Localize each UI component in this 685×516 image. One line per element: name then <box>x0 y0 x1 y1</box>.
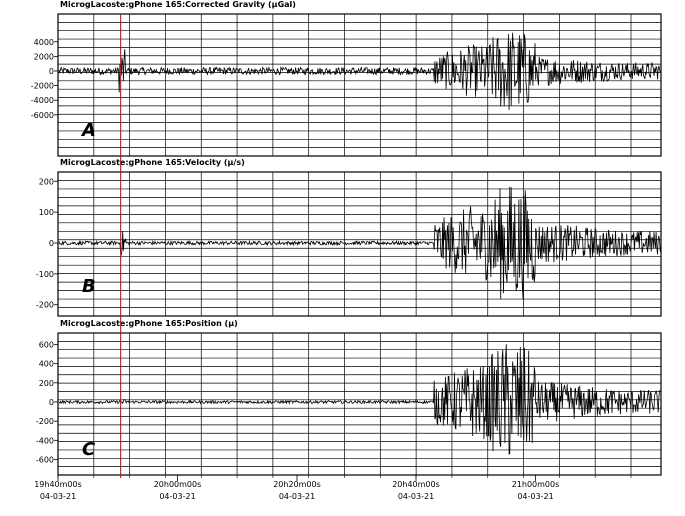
y-tick-label: -6000 <box>31 111 54 120</box>
y-tick-label: -2000 <box>31 82 54 91</box>
x-tick-time-label: 20h40m00s <box>392 480 440 489</box>
y-tick-label: -200 <box>36 417 54 426</box>
y-tick-label: -4000 <box>31 96 54 105</box>
x-tick-date-label: 04-03-21 <box>398 492 434 501</box>
x-axis: 19h40m00s 04-03-21 20h00m00s 04-03-21 20h20m… <box>34 475 632 501</box>
panel-c: MicrogLacoste:gPhone 165:Position (µ) 600… <box>36 319 662 476</box>
panel-a: MicrogLacoste:gPhone 165:Corrected Gravi… <box>31 0 662 157</box>
waveform-series <box>58 186 661 300</box>
x-tick-date-label: 04-03-21 <box>40 492 76 501</box>
panel-title: MicrogLacoste:gPhone 165:Position (µ) <box>60 319 238 328</box>
y-tick-label: -200 <box>36 301 54 310</box>
y-tick-label: 0 <box>49 67 54 76</box>
panel-letter-label: B <box>82 276 96 297</box>
panel-letter-label: C <box>82 439 96 460</box>
y-tick-label: 4000 <box>34 38 54 47</box>
waveform-series <box>58 32 661 110</box>
x-tick-time-label: 21h00m00s <box>512 480 560 489</box>
y-tick-label: 200 <box>39 379 54 388</box>
x-tick-date-label: 04-03-21 <box>517 492 553 501</box>
panel-title: MicrogLacoste:gPhone 165:Corrected Gravi… <box>60 0 296 9</box>
y-tick-label: -400 <box>36 436 54 445</box>
panel-title: MicrogLacoste:gPhone 165:Velocity (µ/s) <box>60 158 245 167</box>
y-tick-label: 2000 <box>34 52 54 61</box>
plot-frame <box>57 332 662 476</box>
y-tick-label: 0 <box>49 239 54 248</box>
panel-b: MicrogLacoste:gPhone 165:Velocity (µ/s) 2… <box>36 158 662 317</box>
x-tick-date-label: 04-03-21 <box>279 492 315 501</box>
y-tick-label: 100 <box>39 208 54 217</box>
x-tick-date-label: 04-03-21 <box>159 492 195 501</box>
x-tick-time-label: 20h00m00s <box>154 480 202 489</box>
y-tick-label: -600 <box>36 456 54 465</box>
y-tick-label: 400 <box>39 360 54 369</box>
x-tick-time-label: 19h40m00s <box>34 480 82 489</box>
y-tick-label: 600 <box>39 341 54 350</box>
y-tick-label: 200 <box>39 177 54 186</box>
panel-letter-label: A <box>80 120 96 141</box>
plot-frame <box>57 13 662 157</box>
y-tick-label: -100 <box>36 270 54 279</box>
x-tick-time-label: 20h20m00s <box>273 480 321 489</box>
waveform-series <box>58 344 661 456</box>
y-tick-label: 0 <box>49 398 54 407</box>
